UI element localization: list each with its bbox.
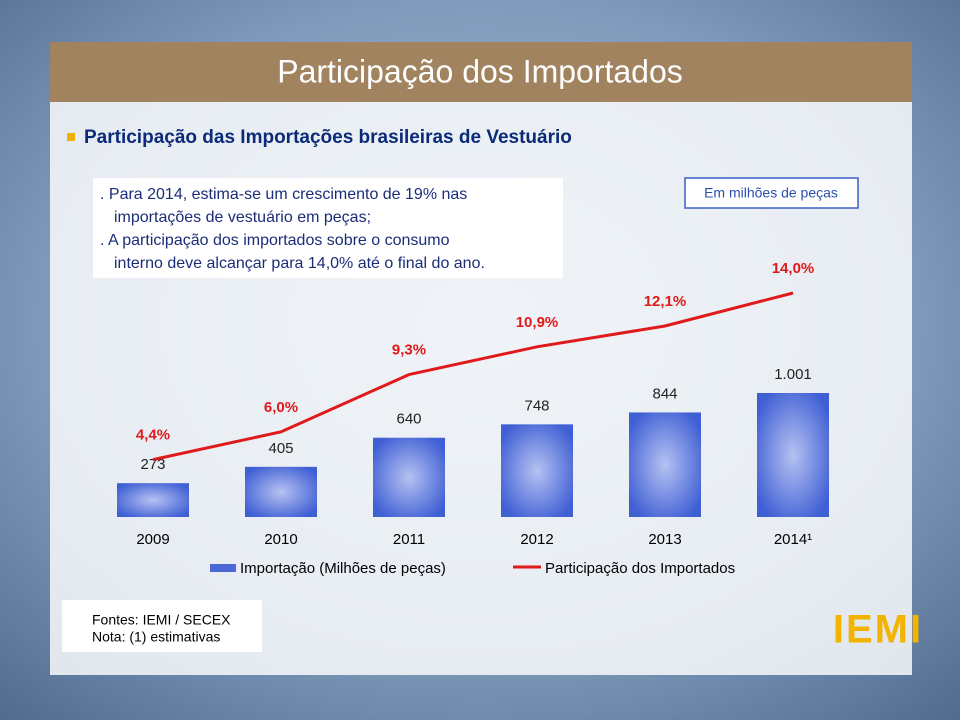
bar-value-label: 405 (268, 440, 293, 457)
subtitle: Participação das Importações brasileiras… (84, 127, 572, 148)
legend-label: Importação (Milhões de peças) (240, 560, 446, 577)
x-tick-label: 2012 (520, 531, 553, 548)
bar-value-label: 640 (396, 411, 421, 428)
text-line: . Para 2014, estima-se um crescimento de… (100, 186, 467, 203)
logo: IEMI (833, 608, 923, 652)
bullet (67, 133, 75, 141)
bar (117, 483, 189, 517)
line-value-label: 10,9% (516, 314, 559, 331)
legend-swatch (210, 564, 236, 572)
footnote: Nota: (1) estimativas (92, 629, 220, 645)
bar-value-label: 1.001 (774, 366, 812, 383)
x-tick-label: 2009 (136, 531, 169, 548)
x-tick-label: 2014¹ (774, 531, 812, 548)
slide-title: Participação dos Importados (277, 53, 683, 89)
line-value-label: 12,1% (644, 293, 687, 310)
bar-value-label: 273 (140, 456, 165, 473)
x-tick-label: 2013 (648, 531, 681, 548)
text-line: importações de vestuário em peças; (114, 209, 371, 226)
bar-value-label: 844 (652, 385, 677, 402)
line (152, 291, 794, 462)
bar (373, 437, 445, 517)
legend-label: Participação dos Importados (545, 560, 735, 577)
unit-note: Em milhões de peças (704, 185, 838, 201)
bar (629, 412, 701, 517)
footnote: Fontes: IEMI / SECEX (92, 612, 231, 628)
x-tick-label: 2011 (393, 531, 425, 548)
chart: 2009 2010 2011 2012 2013 2014¹ 273 405 640 748 844… (117, 260, 829, 577)
text-box (93, 178, 563, 278)
line-value-label: 4,4% (136, 427, 170, 444)
footnote-box (62, 600, 262, 652)
unit-box (684, 177, 859, 209)
bar (501, 424, 573, 517)
bar-value-label: 748 (524, 397, 549, 414)
bar (757, 393, 829, 517)
title-bar (50, 42, 912, 102)
line-value-label: 9,3% (392, 342, 426, 359)
line-value-label: 6,0% (264, 399, 298, 416)
text-line: interno deve alcançar para 14,0% até o f… (114, 255, 485, 272)
line-value-label: 14,0% (772, 260, 815, 277)
text-line: . A participação dos importados sobre o … (100, 232, 450, 249)
x-tick-label: 2010 (264, 531, 297, 548)
bar (245, 466, 317, 517)
